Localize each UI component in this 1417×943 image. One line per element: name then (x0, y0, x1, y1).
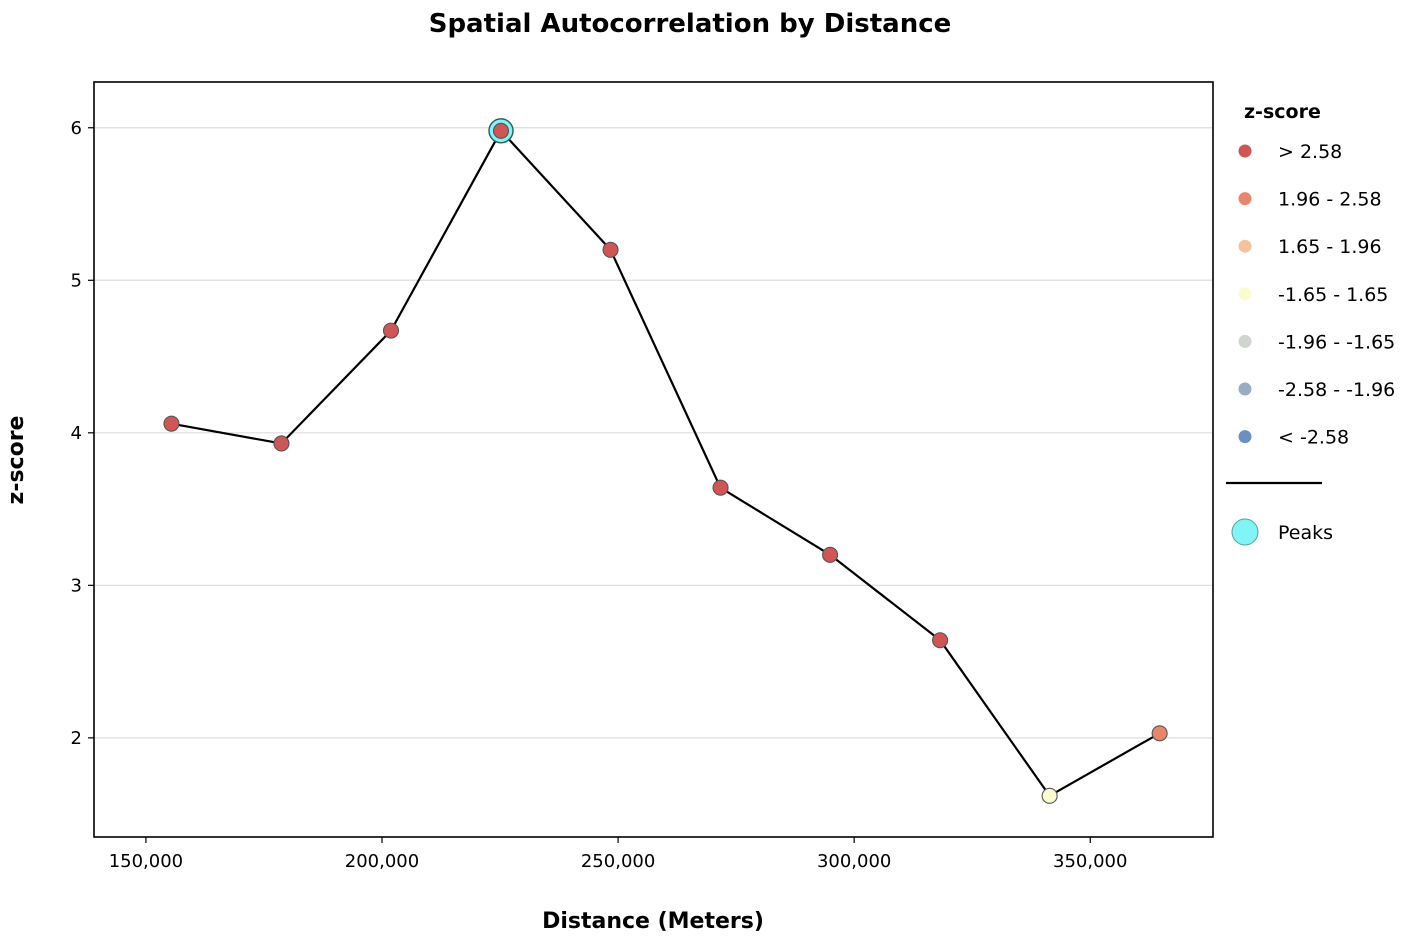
data-point (1041, 787, 1058, 804)
legend-marker (1238, 144, 1252, 158)
data-point (492, 122, 510, 139)
legend-label: -2.58 - -1.96 (1278, 379, 1395, 401)
legend-marker (1238, 287, 1252, 301)
grid-lines (94, 127, 1213, 739)
x-tick-label: 250,000 (581, 851, 655, 872)
x-tick-label: 200,000 (345, 851, 419, 872)
data-point (273, 435, 290, 452)
legend-marker (1238, 192, 1252, 206)
y-tick-label: 5 (71, 270, 82, 291)
legend-peaks-label: Peaks (1278, 522, 1333, 544)
legend-label: 1.96 - 2.58 (1278, 189, 1382, 211)
data-point (932, 632, 949, 649)
legend-peak-marker (1231, 518, 1259, 546)
y-tick-label: 3 (71, 575, 82, 596)
data-point (163, 415, 180, 432)
legend: z-score > 2.58 1.96 - 2.58 1.65 - 1.96 -1.6… (1226, 101, 1395, 546)
legend-marker (1238, 382, 1252, 396)
data-point (382, 322, 400, 339)
legend-label: < -2.58 (1278, 427, 1349, 449)
series-line (171, 128, 1161, 798)
chart-title: Spatial Autocorrelation by Distance (429, 9, 952, 39)
legend-label: > 2.58 (1278, 141, 1342, 163)
legend-label: -1.96 - -1.65 (1278, 331, 1395, 353)
axis-ticks: 2 3 4 5 6 150,000 200,000 250,000 300,000 350,000 (71, 118, 1128, 872)
plot-area (93, 81, 1214, 838)
y-tick-label: 2 (71, 728, 82, 749)
series-polyline (171, 128, 1161, 798)
data-point (1151, 725, 1168, 742)
legend-marker (1238, 239, 1252, 253)
data-point (602, 241, 619, 258)
legend-label: 1.65 - 1.96 (1278, 236, 1382, 258)
y-tick-label: 6 (71, 118, 82, 139)
legend-title: z-score (1244, 101, 1321, 123)
x-tick-label: 300,000 (817, 851, 891, 872)
data-points (163, 118, 1168, 804)
x-tick-label: 350,000 (1053, 851, 1127, 872)
data-point (822, 546, 839, 563)
legend-marker (1238, 430, 1252, 444)
data-point (712, 479, 729, 496)
x-tick-label: 150,000 (109, 851, 183, 872)
y-axis-label: z-score (4, 416, 29, 505)
x-axis-label: Distance (Meters) (542, 909, 764, 934)
legend-label: -1.65 - 1.65 (1278, 284, 1388, 306)
y-tick-label: 4 (71, 423, 82, 444)
legend-marker (1238, 334, 1252, 348)
